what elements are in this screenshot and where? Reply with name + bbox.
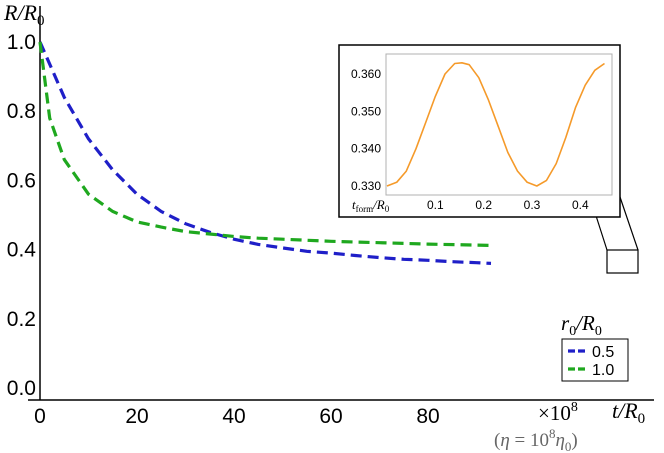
y-axis-label: R/R0	[3, 0, 45, 29]
inset-x-tick-label: 0.2	[475, 198, 492, 212]
legend-label-0.5: 0.5	[592, 344, 614, 361]
y-tick-label: 0.8	[7, 100, 36, 123]
y-tick-label: 0.4	[7, 239, 37, 262]
y-tick-label: 0.2	[7, 308, 36, 331]
x-tick-label: 40	[222, 405, 245, 428]
x-label-sub: 0	[638, 411, 646, 427]
inset-series-line	[386, 62, 605, 187]
x-note: (η = 108η0)	[494, 426, 578, 453]
x-tick-label: 0	[34, 405, 46, 428]
y-tick-label: 0.0	[7, 377, 36, 400]
inset-x-tick-label: 0.4	[572, 198, 589, 212]
inset-y-tick-labels: 0.330 0.340 0.350 0.360	[351, 67, 381, 193]
inset-x-axis-label: tform/R0	[352, 197, 390, 214]
x-axis-label: t/R0	[612, 398, 645, 427]
inset-series-lines	[386, 62, 605, 187]
x-tick-label: 80	[416, 405, 439, 428]
inset-frame	[338, 44, 621, 218]
x-tick-label: 20	[125, 405, 148, 428]
x-label-main: t/R	[612, 398, 638, 423]
inset-plot: 0.1 0.2 0.3 0.4 0.330 0.340 0.350 0.360 tform/…	[338, 44, 621, 218]
inset-y-tick-label: 0.360	[351, 67, 381, 81]
zoom-connector-right	[619, 196, 639, 251]
y-tick-label: 0.6	[7, 169, 36, 192]
inset-x-tick-labels: 0.1 0.2 0.3 0.4	[427, 198, 589, 212]
legend-entries: 0.51.0	[568, 344, 614, 379]
legend-box	[561, 338, 629, 382]
x-multiplier: ×108	[538, 400, 578, 425]
y-tick-labels: 0.0 0.2 0.4 0.6 0.8 1.0	[7, 31, 37, 400]
legend-title: r0/R0	[561, 311, 602, 339]
inset-y-tick-label: 0.330	[351, 179, 381, 193]
series-lines	[38, 41, 492, 265]
x-tick-label: 60	[319, 405, 342, 428]
y-label-sub: 0	[37, 13, 45, 29]
inset-y-tick-label: 0.350	[351, 104, 381, 118]
series-line-1.0	[38, 41, 492, 247]
zoom-box	[606, 249, 639, 274]
inset-x-tick-label: 0.1	[427, 198, 444, 212]
inset-y-tick-label: 0.340	[351, 142, 381, 156]
legend-label-1.0: 1.0	[592, 362, 614, 379]
series-line-0.5	[38, 41, 492, 265]
inset-axes-box	[385, 53, 613, 196]
main-plot: 0 20 40 60 80 0.00.20.40.60.81.0 R/R0 t/R0 ×…	[3, 0, 654, 453]
x-tick-labels: 0 20 40 60 80	[34, 405, 440, 428]
inset-x-tick-label: 0.3	[524, 198, 541, 212]
y-label-main: R/R	[3, 0, 38, 25]
y-tick-label: 1.0	[7, 31, 36, 54]
legend: r0/R0 0.51.0	[561, 311, 629, 382]
